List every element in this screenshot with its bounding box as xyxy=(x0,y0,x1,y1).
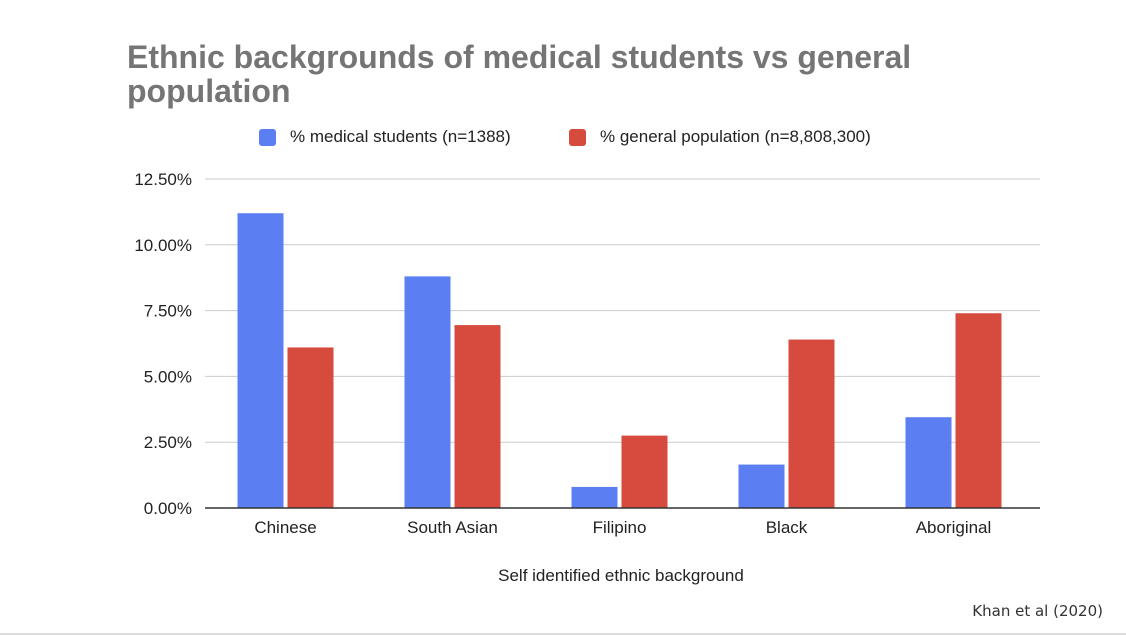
bar-general-population-chinese xyxy=(287,347,334,508)
legend-swatch-medical-students xyxy=(259,128,276,146)
y-tick-label: 0.00% xyxy=(144,499,192,518)
x-axis-label: Self identified ethnic background xyxy=(498,566,744,585)
legend-label-general-population: % general population (n=8,808,300) xyxy=(600,127,871,146)
bar-general-population-filipino xyxy=(621,435,668,508)
bars xyxy=(237,213,1002,508)
legend-label-medical-students: % medical students (n=1388) xyxy=(290,127,511,146)
legend-swatch-general-population xyxy=(569,128,586,146)
y-axis-ticks: 0.00% 2.50% 5.00% 7.50% 10.00% 12.50% xyxy=(134,170,192,518)
x-axis-ticks: Chinese South Asian Filipino Black Aborigina… xyxy=(254,518,991,537)
chart-legend: % medical students (n=1388) % general po… xyxy=(0,127,1126,151)
bar-medical-students-filipino xyxy=(571,486,618,508)
y-tick-label: 10.00% xyxy=(134,236,192,255)
x-tick-label: Black xyxy=(766,518,808,537)
bar-medical-students-aboriginal xyxy=(905,417,952,508)
bar-general-population-black xyxy=(788,339,835,508)
y-tick-label: 2.50% xyxy=(144,433,192,452)
footer-divider xyxy=(0,633,1126,635)
legend-item-medical-students: % medical students (n=1388) xyxy=(259,127,511,147)
y-tick-label: 7.50% xyxy=(144,302,192,321)
y-tick-label: 5.00% xyxy=(144,367,192,386)
y-tick-label: 12.50% xyxy=(134,170,192,189)
x-tick-label: South Asian xyxy=(407,518,498,537)
bar-general-population-aboriginal xyxy=(955,313,1002,508)
legend-item-general-population: % general population (n=8,808,300) xyxy=(569,127,871,147)
bar-medical-students-south-asian xyxy=(404,276,451,508)
bar-general-population-south-asian xyxy=(454,325,501,508)
source-citation: Khan et al (2020) xyxy=(972,602,1103,620)
x-tick-label: Filipino xyxy=(593,518,647,537)
bar-medical-students-chinese xyxy=(237,213,284,508)
x-tick-label: Chinese xyxy=(254,518,316,537)
bar-medical-students-black xyxy=(738,464,785,508)
chart-title: Ethnic backgrounds of medical students v… xyxy=(127,39,912,109)
x-tick-label: Aboriginal xyxy=(916,518,992,537)
